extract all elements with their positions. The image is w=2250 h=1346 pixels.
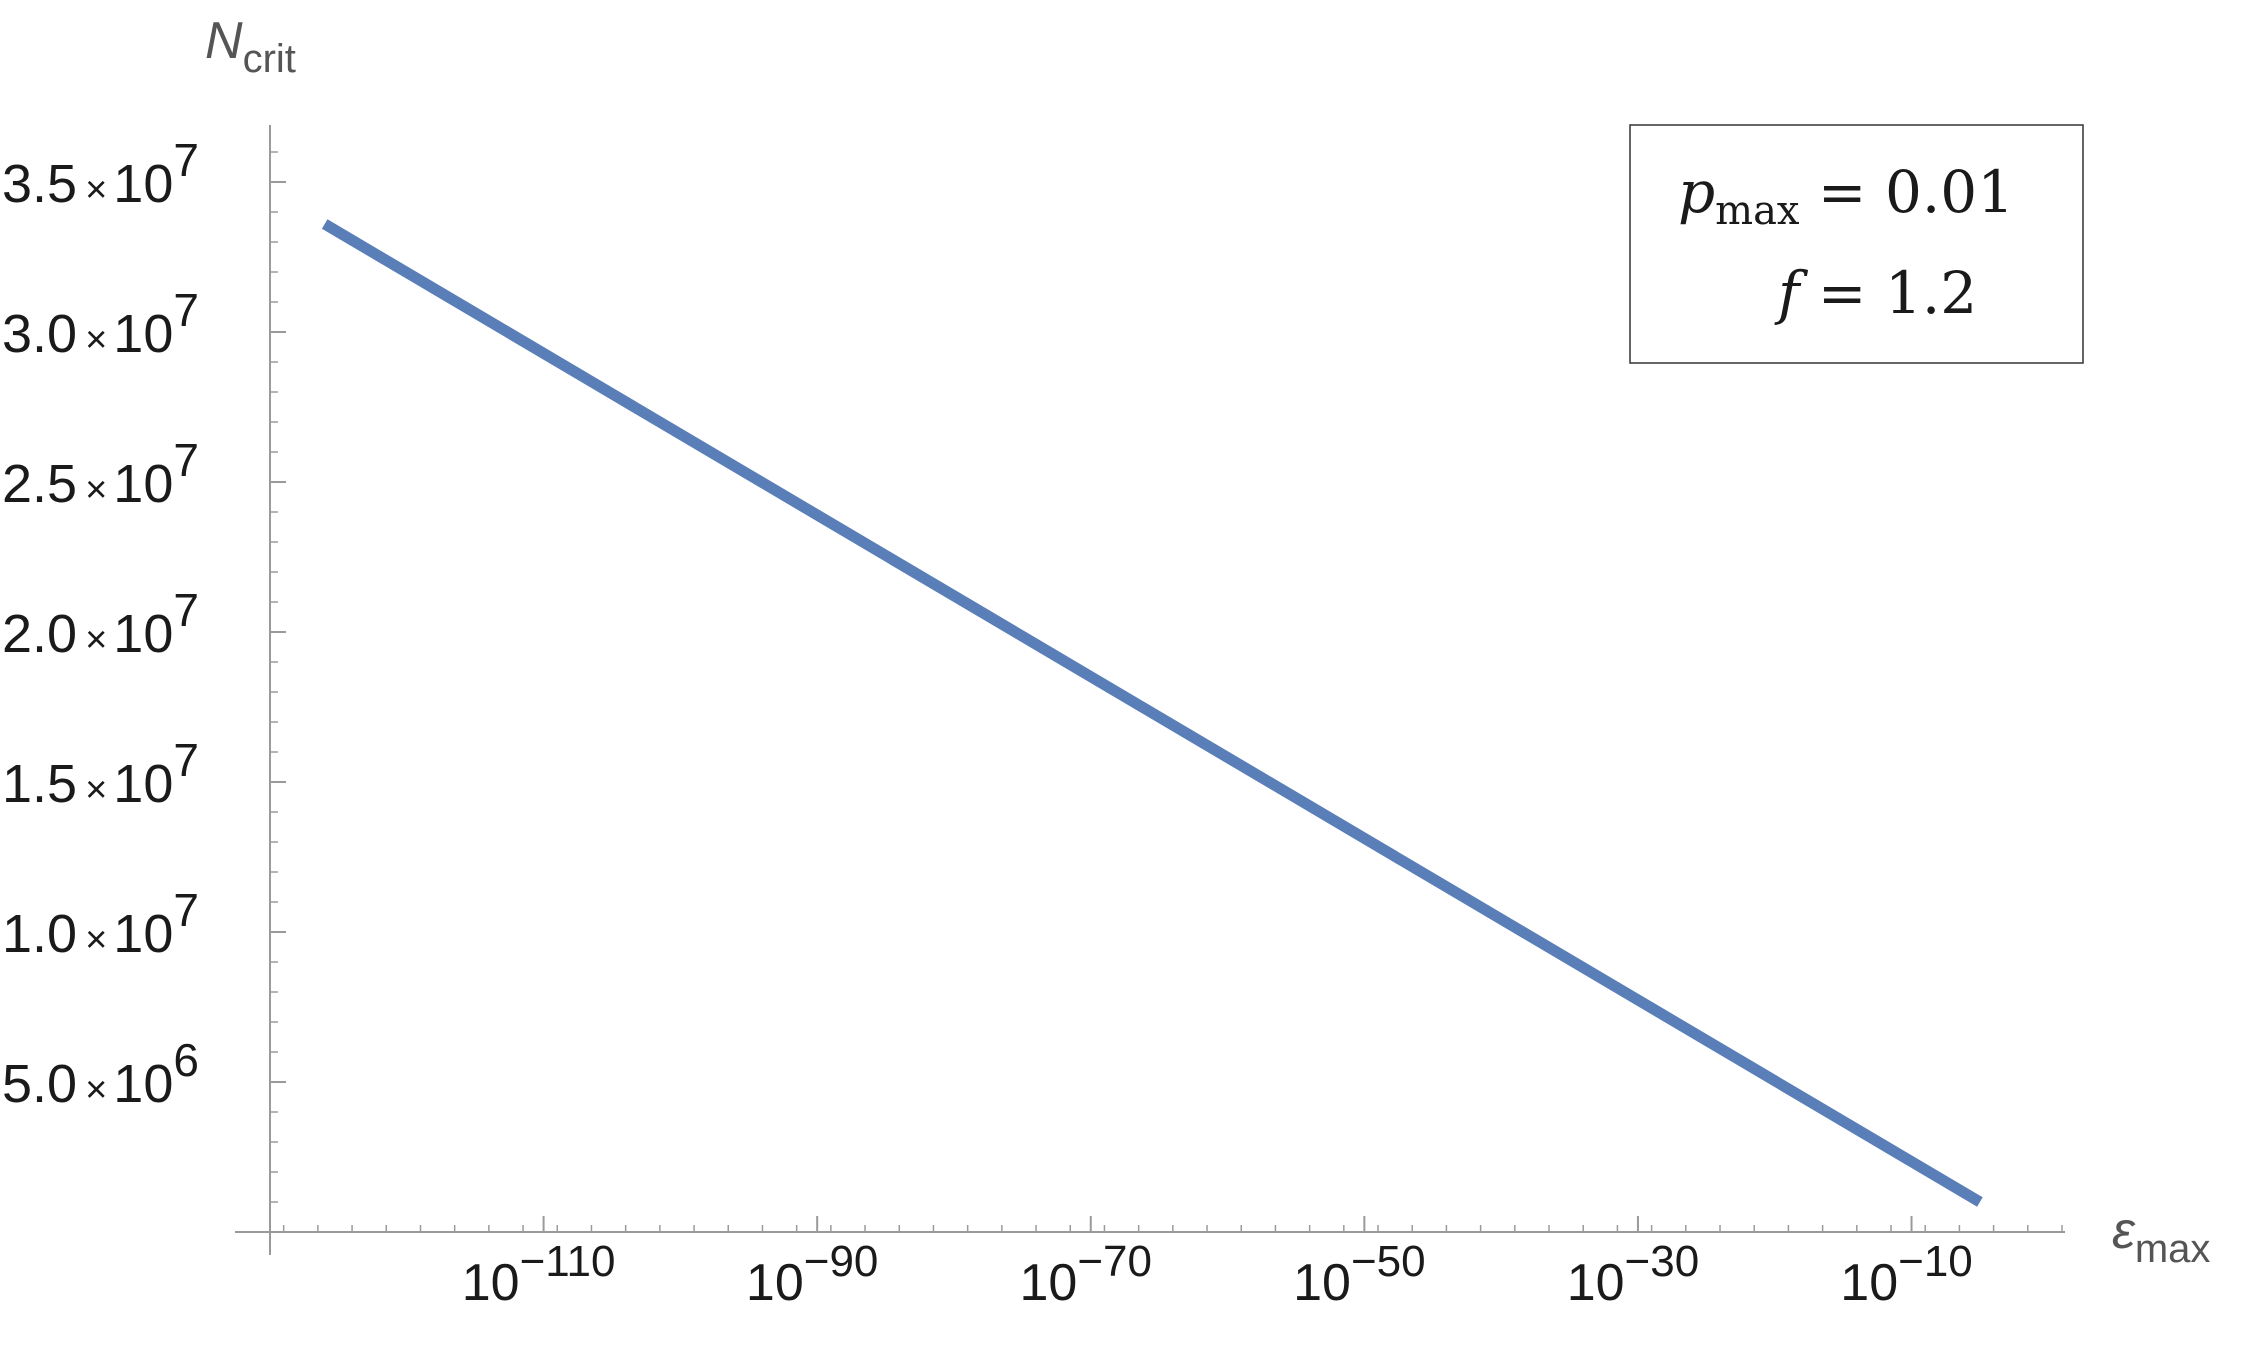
x-axis-label-main: ε [2112, 1202, 2136, 1260]
x-tick-label: 10−110 [462, 1237, 616, 1312]
y-tick-exponent: 7 [173, 284, 199, 336]
x-tick-exponent: −50 [1351, 1237, 1426, 1286]
y-minor-ticks [270, 151, 278, 1203]
series-line-0 [321, 219, 1983, 1207]
y-tick-times: × [85, 619, 107, 661]
y-tick-times: × [85, 469, 107, 511]
y-tick-label: 3.5 × 107 [2, 134, 199, 214]
x-tick-exponent: −90 [804, 1237, 879, 1286]
legend: pmax = 0.01 f = 1.2 [1629, 124, 2084, 364]
y-axis-label-main: N [205, 12, 243, 70]
y-tick-mantissa: 3.5 [2, 154, 77, 214]
x-axis-label: εmax [2112, 1202, 2210, 1271]
y-tick-base: 10 [113, 1054, 173, 1114]
y-tick-mantissa: 1.0 [2, 904, 77, 964]
y-tick-base: 10 [113, 154, 173, 214]
x-tick-base: 10 [1840, 1254, 1898, 1312]
y-tick-label: 1.5 × 107 [2, 734, 199, 814]
x-tick-exponent: −110 [520, 1237, 616, 1286]
y-tick-mantissa: 1.5 [2, 754, 77, 814]
legend-eq-f: = 1.2 [1799, 259, 1977, 327]
legend-box [1629, 124, 2084, 364]
y-tick-times: × [85, 319, 107, 361]
y-tick-base: 10 [113, 454, 173, 514]
x-tick-base: 10 [462, 1254, 520, 1312]
legend-var-p: p [1678, 158, 1715, 226]
x-tick-base: 10 [1293, 1254, 1351, 1312]
x-tick-label: 10−90 [746, 1237, 878, 1312]
y-tick-base: 10 [113, 904, 173, 964]
y-tick-times: × [85, 169, 107, 211]
x-tick-label: 10−70 [1020, 1237, 1152, 1312]
y-tick-label: 5.0 × 106 [2, 1034, 199, 1114]
y-tick-mantissa: 2.0 [2, 604, 77, 664]
y-tick-base: 10 [113, 604, 173, 664]
y-tick-mantissa: 5.0 [2, 1054, 77, 1114]
x-tick-base: 10 [746, 1254, 804, 1312]
y-tick-exponent: 7 [173, 434, 199, 486]
legend-line-f: f = 1.2 [1774, 259, 1977, 327]
y-tick-exponent: 7 [173, 584, 199, 636]
y-tick-exponent: 7 [173, 734, 199, 786]
y-tick-times: × [85, 919, 107, 961]
y-tick-times: × [85, 1069, 107, 1111]
x-tick-exponent: −70 [1077, 1237, 1152, 1286]
x-tick-base: 10 [1567, 1254, 1625, 1312]
y-tick-exponent: 7 [173, 134, 199, 186]
y-tick-mantissa: 2.5 [2, 454, 77, 514]
legend-eq-p: = 0.01 [1799, 158, 2014, 226]
y-tick-label: 2.0 × 107 [2, 584, 199, 664]
y-tick-mantissa: 3.0 [2, 304, 77, 364]
x-tick-label: 10−50 [1293, 1237, 1425, 1312]
y-axis-label: Ncrit [205, 12, 296, 81]
legend-sub-max: max [1715, 188, 1800, 234]
x-minor-ticks [282, 1225, 2063, 1232]
x-tick-exponent: −10 [1898, 1237, 1973, 1286]
x-tick-exponent: −30 [1625, 1237, 1700, 1286]
y-tick-label: 3.0 × 107 [2, 284, 199, 364]
x-tick-base: 10 [1020, 1254, 1078, 1312]
x-axis-label-sub: max [2135, 1227, 2211, 1271]
y-axis-label-sub: crit [243, 37, 296, 81]
legend-line-p-max: pmax = 0.01 [1678, 158, 2014, 234]
x-tick-label: 10−30 [1567, 1237, 1699, 1312]
series-group [321, 219, 1983, 1207]
y-tick-exponent: 7 [173, 884, 199, 936]
y-tick-label: 1.0 × 107 [2, 884, 199, 964]
y-tick-label: 2.5 × 107 [2, 434, 199, 514]
y-tick-times: × [85, 769, 107, 811]
x-tick-label: 10−10 [1840, 1237, 1972, 1312]
x-ticks: 10−110 10−90 10−70 10−50 10−30 10−10 [462, 1216, 1973, 1312]
axes [235, 125, 2065, 1255]
y-tick-exponent: 6 [173, 1034, 199, 1086]
y-tick-base: 10 [113, 754, 173, 814]
y-tick-base: 10 [113, 304, 173, 364]
